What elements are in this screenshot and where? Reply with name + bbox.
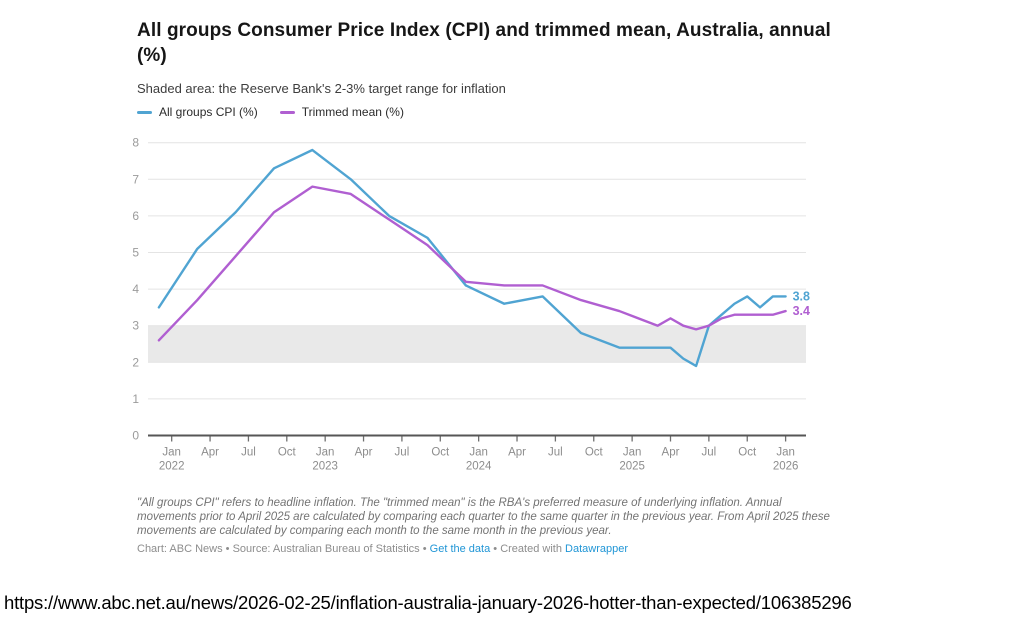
x-axis-year-label: 2025 xyxy=(619,461,645,473)
cpi-chart-svg: 0 1 2 3 4 5 6 7 8 Jan 2022 Apr Jul Oct Jan 2023 Apr Jul Oc… xyxy=(132,136,810,473)
credit-source: Source: Australian Bureau of Statistics xyxy=(232,543,420,555)
y-axis-label: 2 xyxy=(132,355,139,369)
legend-label: Trimmed mean (%) xyxy=(301,105,404,119)
x-axis-label: Jan xyxy=(316,447,335,459)
y-axis-label: 1 xyxy=(132,392,139,406)
credit-created-with: Created with xyxy=(500,543,562,555)
chart-footnote: "All groups CPI" refers to headline infl… xyxy=(137,497,830,538)
credit-separator: • xyxy=(422,543,427,555)
x-axis-year-label: 2026 xyxy=(773,461,799,473)
series-end-label-0: 3.8 xyxy=(793,289,810,303)
series-line-0 xyxy=(157,148,787,368)
x-axis-label: Jan xyxy=(776,447,795,459)
x-axis-label: Apr xyxy=(201,447,219,459)
x-axis-label: Jul xyxy=(241,447,256,459)
x-axis-label: Oct xyxy=(585,447,604,459)
x-axis-year-label: 2024 xyxy=(466,461,492,473)
y-axis-label: 4 xyxy=(132,282,139,296)
x-axis-label: Jul xyxy=(395,447,410,459)
chart-legend: All groups CPI (%) Trimmed mean (%) xyxy=(137,105,404,119)
article-url-caption: https://www.abc.net.au/news/2026-02-25/i… xyxy=(4,592,852,613)
x-axis-label: Oct xyxy=(278,447,297,459)
x-axis-label: Jan xyxy=(623,447,642,459)
legend-dash-icon xyxy=(279,110,295,114)
x-axis-year-label: 2022 xyxy=(159,461,185,473)
x-axis-label: Apr xyxy=(508,447,526,459)
get-the-data-link[interactable]: Get the data xyxy=(429,543,491,555)
x-axis-label: Jan xyxy=(469,447,488,459)
x-axis-label: Oct xyxy=(738,447,757,459)
legend-dash-icon xyxy=(137,110,152,114)
y-axis-label: 8 xyxy=(132,136,139,150)
x-axis-label: Apr xyxy=(355,447,373,459)
legend-item-1: Trimmed mean (%) xyxy=(279,105,404,119)
chart-credit: Chart: ABC News • Source: Australian Bur… xyxy=(137,543,897,555)
credit-separator: • xyxy=(225,543,230,555)
credit-separator: • xyxy=(493,543,498,555)
x-axis-label: Jul xyxy=(702,447,717,459)
chart-plot-area: 0 1 2 3 4 5 6 7 8 Jan 2022 Apr Jul Oct Jan 2023 Apr Jul Oc… xyxy=(0,130,1024,480)
y-axis-label: 3 xyxy=(132,319,139,333)
y-axis-label: 5 xyxy=(132,246,139,260)
series-line-1 xyxy=(157,185,787,342)
y-axis-label: 6 xyxy=(132,209,139,223)
x-axis-year-label: 2023 xyxy=(312,461,338,473)
credit-chart-by: Chart: ABC News xyxy=(137,543,223,555)
legend-item-0: All groups CPI (%) xyxy=(137,105,258,119)
y-axis-label: 7 xyxy=(132,172,139,186)
chart-subtitle: Shaded area: the Reserve Bank's 2-3% tar… xyxy=(137,81,506,96)
x-axis-label: Jan xyxy=(162,447,181,459)
x-axis-label: Jul xyxy=(548,447,563,459)
y-axis-label: 0 xyxy=(132,429,139,443)
target-band xyxy=(148,325,806,363)
x-axis-label: Oct xyxy=(431,447,450,459)
x-axis-label: Apr xyxy=(662,447,680,459)
datawrapper-link[interactable]: Datawrapper xyxy=(565,543,629,555)
legend-label: All groups CPI (%) xyxy=(159,105,258,119)
series-end-label-1: 3.4 xyxy=(793,304,810,318)
page-title: All groups Consumer Price Index (CPI) an… xyxy=(137,20,831,67)
